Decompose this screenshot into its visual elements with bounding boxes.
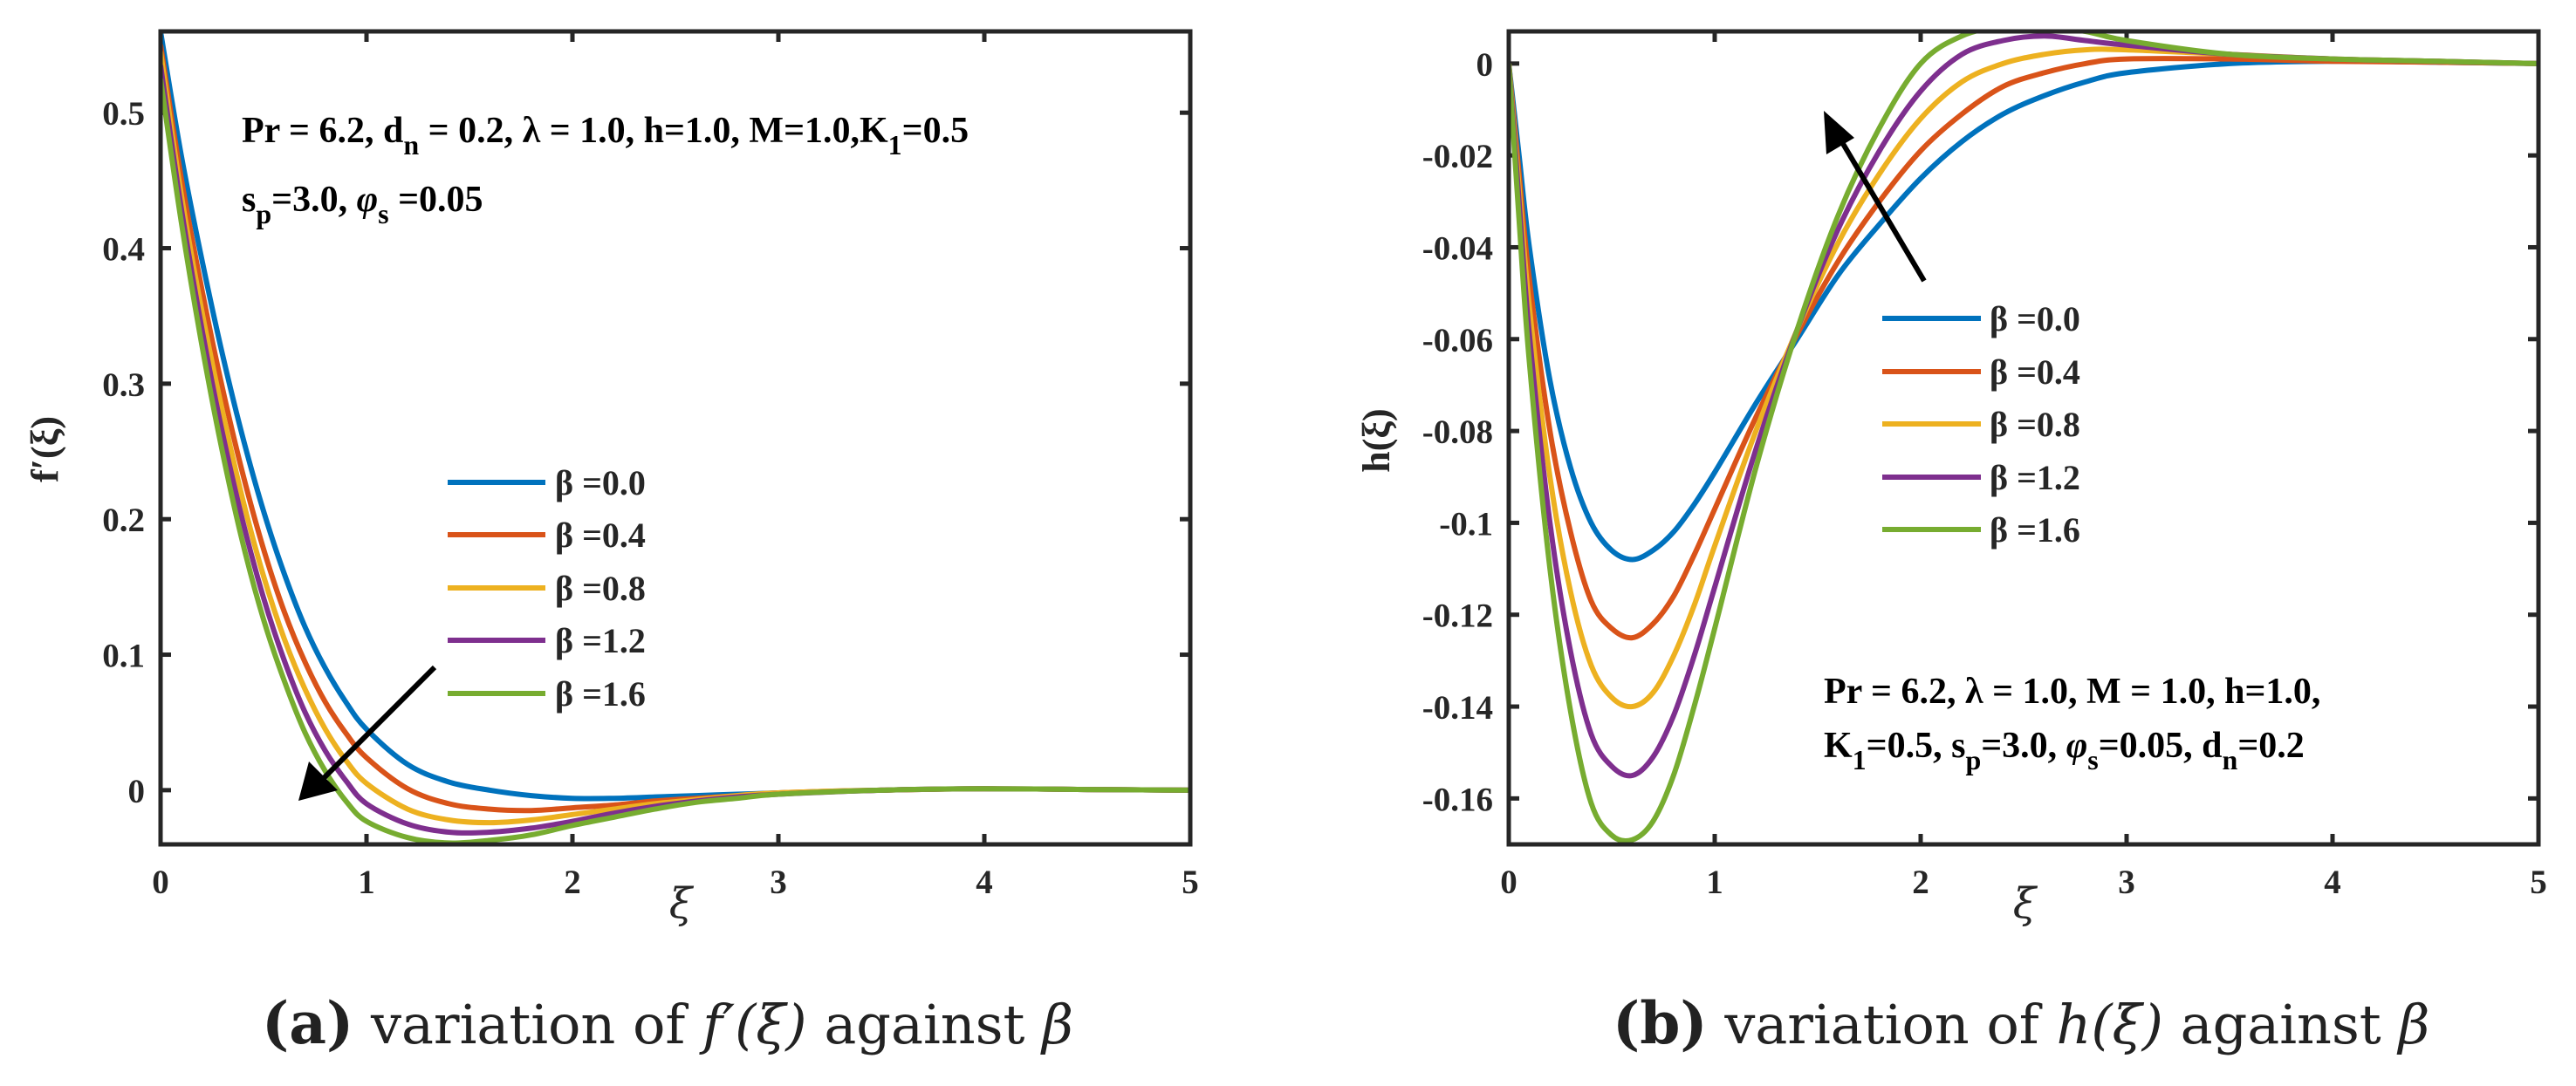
panel-b-ytick-label: -0.08: [1422, 413, 1493, 451]
panel-a-ticks: [158, 31, 1193, 844]
panel-b-ytick-label: 0: [1476, 46, 1494, 84]
panel-b-series-line-1: [1509, 56, 2538, 641]
panel-b-xtick-label: 4: [2324, 864, 2341, 901]
panel-a-ytick-label: 0.3: [102, 366, 145, 404]
legend-label: β =0.0: [1990, 299, 2080, 338]
panel-a-xtick-label: 5: [1182, 864, 1199, 901]
panel-b-ytick-label: -0.12: [1422, 598, 1493, 635]
panel-a-xtick-label: 1: [358, 864, 375, 901]
panel-a-series-lines: [161, 31, 1190, 844]
panel-a-ytick-label: 0.4: [102, 231, 145, 269]
panel-a-tick-labels: 0 1 2 3 4 5 0 0.1 0.2 0.3 0.4 0.5: [102, 95, 1199, 901]
panel-b-ytick-label: -0.04: [1422, 229, 1493, 267]
panel-b-ytick-label: -0.14: [1422, 689, 1493, 727]
legend-label: β =0.0: [555, 463, 646, 502]
legend-label: β =1.2: [555, 621, 646, 660]
panel-b-caption: (b) variation of h(ξ) against β: [1613, 989, 2429, 1057]
panel-b-annotation-line2: K1=0.5, sp=3.0, φs=0.05, dn=0.2: [1824, 726, 2305, 775]
panel-b-annotation-line1: Pr = 6.2, λ = 1.0, M = 1.0, h=1.0,: [1824, 672, 2320, 712]
panel-a-axes-box: [158, 29, 1193, 847]
panel-a-ytick-label: 0: [128, 773, 146, 810]
panel-a-xtick-label: 3: [770, 864, 787, 901]
panel-a-xtick-label: 2: [564, 864, 581, 901]
panel-a-annotation-line2: sp=3.0, φs =0.05: [242, 180, 483, 229]
panel-b-xtick-label: 2: [1912, 864, 1929, 901]
legend-label: β =1.6: [1990, 510, 2080, 550]
panel-b-ytick-label: -0.06: [1422, 322, 1493, 359]
panel-a-annotation-line1: Pr = 6.2, dn = 0.2, λ = 1.0, h=1.0, M=1.…: [242, 111, 969, 161]
panel-b-xtick-label: 0: [1500, 864, 1518, 901]
panel-b-xtick-label: 1: [1706, 864, 1723, 901]
panel-a-ytick-label: 0.5: [102, 95, 145, 133]
panel-a-trend-arrow: [298, 665, 437, 801]
panel-b-ytick-label: -0.16: [1422, 781, 1493, 818]
panel-b-xlabel: ξ: [2013, 879, 2038, 928]
panel-b-series-line-2: [1509, 46, 2538, 710]
panel-b-series-lines: [1509, 31, 2538, 844]
legend-label: β =0.8: [1990, 405, 2080, 444]
panel-a-ytick-label: 0.1: [102, 638, 145, 675]
panel-b-tick-labels: 0 1 2 3 4 5 0 -0.02 -0.04 -0.06 -0.08 -0.1 -0.12 -0.1…: [1422, 46, 2547, 901]
panel-b: 0 1 2 3 4 5 0 -0.02 -0.04 -0.06 -0.08 -0.1 -0.12 -0.1…: [1355, 29, 2547, 1057]
panel-a-series-line-1: [161, 44, 1190, 814]
panel-a-caption: (a) variation of f′(ξ) against β: [262, 989, 1073, 1057]
legend-label: β =1.2: [1990, 458, 2080, 497]
panel-b-ylabel: h(ξ): [1355, 408, 1398, 472]
panel-a-xtick-label: 0: [152, 864, 169, 901]
panel-b-series-line-3: [1509, 33, 2538, 779]
panel-a-xlabel: ξ: [669, 879, 695, 928]
panel-b-xtick-label: 3: [2118, 864, 2135, 901]
panel-a-ytick-label: 0.2: [102, 502, 145, 539]
panel-b-xtick-label: 5: [2530, 864, 2547, 901]
panel-a: 0 1 2 3 4 5 0 0.1 0.2 0.3 0.4 0.5 f′(ξ) ξ Pr = 6.2,…: [24, 29, 1199, 1057]
legend-label: β =1.6: [555, 674, 646, 714]
legend-label: β =0.8: [555, 569, 646, 608]
panel-b-trend-arrow: [1824, 111, 1927, 283]
panel-b-ytick-label: -0.02: [1422, 138, 1493, 175]
legend-label: β =0.4: [555, 516, 646, 555]
panel-a-legend: β =0.0 β =0.4 β =0.8 β =1.2 β =1.6: [448, 463, 646, 714]
panel-b-series-line-4: [1509, 31, 2538, 844]
panel-a-ylabel: f′(ξ): [24, 416, 66, 482]
panel-b-ytick-label: -0.1: [1439, 505, 1493, 543]
panel-b-axes-box: [1506, 29, 2541, 847]
panel-a-series-line-2: [161, 51, 1190, 826]
panel-a-xtick-label: 4: [976, 864, 993, 901]
legend-label: β =0.4: [1990, 352, 2080, 392]
panel-b-legend: β =0.0 β =0.4 β =0.8 β =1.2 β =1.6: [1882, 299, 2080, 550]
